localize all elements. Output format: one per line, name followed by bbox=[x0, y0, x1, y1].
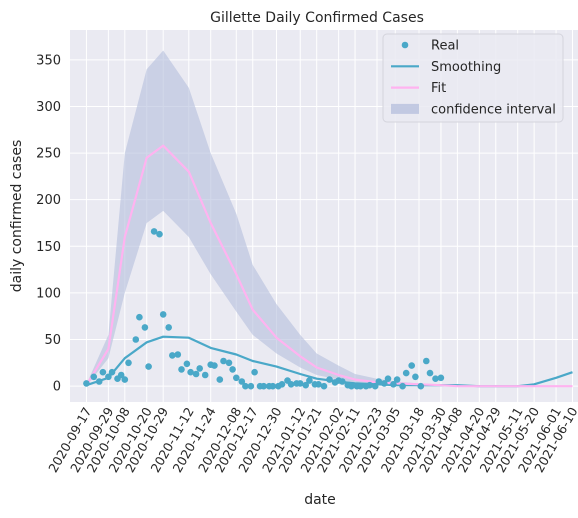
real-data-point bbox=[175, 351, 182, 358]
real-data-point bbox=[211, 362, 218, 369]
y-tick-label: 250 bbox=[36, 147, 61, 162]
real-data-point bbox=[156, 231, 163, 238]
real-data-point bbox=[412, 374, 419, 381]
real-data-point bbox=[279, 381, 286, 388]
y-tick-label: 350 bbox=[36, 53, 61, 68]
real-data-point bbox=[100, 369, 107, 376]
legend-marker-real bbox=[402, 42, 409, 49]
real-data-point bbox=[178, 366, 185, 373]
y-tick-label: 300 bbox=[36, 100, 61, 115]
real-data-point bbox=[109, 369, 116, 376]
real-data-point bbox=[196, 365, 203, 372]
real-data-point bbox=[91, 374, 98, 381]
real-data-point bbox=[233, 375, 240, 382]
real-data-point bbox=[136, 314, 143, 321]
real-data-point bbox=[226, 360, 233, 367]
y-tick-label: 50 bbox=[44, 333, 61, 348]
real-data-point bbox=[133, 336, 140, 343]
real-data-point bbox=[408, 362, 415, 369]
real-data-point bbox=[83, 380, 90, 387]
y-axis-label: daily confirmed cases bbox=[9, 140, 25, 293]
real-data-point bbox=[394, 376, 401, 383]
real-data-point bbox=[288, 381, 295, 388]
real-data-point bbox=[248, 383, 255, 390]
real-data-point bbox=[321, 383, 328, 390]
real-data-point bbox=[339, 378, 346, 385]
legend-label: Smoothing bbox=[431, 60, 501, 75]
legend-marker-confidence-interval bbox=[391, 104, 419, 114]
real-data-point bbox=[251, 369, 258, 376]
legend-label: confidence interval bbox=[431, 102, 556, 117]
real-data-point bbox=[142, 324, 149, 331]
real-data-point bbox=[125, 360, 132, 367]
real-data-point bbox=[427, 370, 434, 377]
real-data-point bbox=[145, 363, 152, 370]
real-data-point bbox=[399, 383, 406, 390]
real-data-point bbox=[122, 376, 129, 383]
legend-label: Fit bbox=[431, 81, 446, 96]
real-data-point bbox=[403, 370, 410, 377]
real-data-point bbox=[169, 352, 176, 359]
real-data-point bbox=[193, 371, 200, 378]
legend: Real Smoothing Fit confidence interval bbox=[383, 34, 563, 122]
real-data-point bbox=[306, 377, 313, 384]
real-data-point bbox=[418, 383, 425, 390]
real-data-point bbox=[438, 375, 445, 382]
real-data-point bbox=[184, 361, 191, 368]
y-tick-label: 0 bbox=[53, 380, 61, 395]
real-data-point bbox=[423, 358, 430, 365]
x-axis-label: date bbox=[304, 492, 336, 508]
real-data-point bbox=[366, 382, 373, 389]
real-data-point bbox=[217, 376, 224, 383]
real-data-point bbox=[160, 311, 167, 318]
y-tick-label: 100 bbox=[36, 286, 61, 301]
real-data-point bbox=[202, 372, 209, 379]
x-tick-labels: 2020-09-172020-09-292020-10-082020-10-20… bbox=[45, 405, 578, 475]
legend-label: Real bbox=[431, 39, 459, 54]
y-tick-label: 200 bbox=[36, 193, 61, 208]
real-data-point bbox=[96, 378, 103, 385]
real-data-point bbox=[385, 375, 392, 382]
chart-title: Gillette Daily Confirmed Cases bbox=[210, 10, 424, 26]
y-tick-labels: 0 50 100 150 200 250 300 350 bbox=[36, 53, 61, 394]
real-data-point bbox=[229, 366, 236, 373]
real-data-point bbox=[165, 324, 172, 331]
y-tick-label: 150 bbox=[36, 240, 61, 255]
